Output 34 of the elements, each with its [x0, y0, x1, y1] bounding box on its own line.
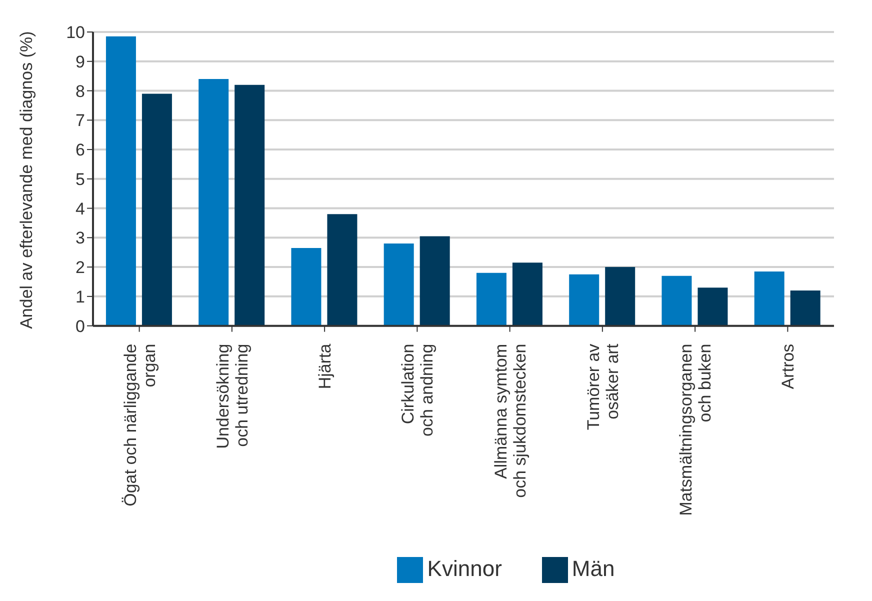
bar	[198, 79, 229, 326]
bar	[420, 236, 450, 326]
bar	[569, 274, 600, 326]
bar	[234, 84, 265, 326]
bar	[142, 94, 172, 326]
legend-label: Kvinnor	[427, 556, 502, 581]
y-tick-label: 7	[76, 111, 85, 130]
y-tick-label: 2	[76, 258, 85, 278]
y-axis-title: Andel av efterlevande med diagnos (%)	[17, 31, 36, 329]
x-tick-label: Hjärta	[316, 343, 335, 390]
bar	[106, 36, 136, 326]
bar	[605, 267, 636, 326]
y-tick-label: 9	[76, 52, 85, 72]
y-tick-label: 8	[76, 82, 85, 101]
x-tick-label: Artros	[778, 344, 798, 390]
bar	[291, 248, 322, 326]
y-tick-label: 10	[66, 23, 85, 42]
bar	[698, 288, 728, 326]
bar	[512, 262, 542, 326]
x-tick-label: Ögat och närliggande organ	[120, 344, 159, 506]
y-tick-label: 6	[76, 140, 85, 160]
bar	[327, 214, 358, 326]
y-tick-label: 5	[76, 170, 85, 189]
y-tick-label: 4	[76, 199, 85, 218]
bar	[384, 244, 414, 326]
bar	[662, 276, 692, 326]
x-tick-label: Cirkulation och andning	[398, 344, 437, 436]
bar	[754, 271, 784, 326]
y-tick-label: 1	[76, 287, 85, 306]
bar	[476, 272, 506, 326]
legend-label: Män	[572, 556, 615, 581]
bar	[790, 290, 820, 326]
y-tick-label: 0	[76, 316, 85, 336]
y-tick-label: 3	[76, 228, 85, 248]
